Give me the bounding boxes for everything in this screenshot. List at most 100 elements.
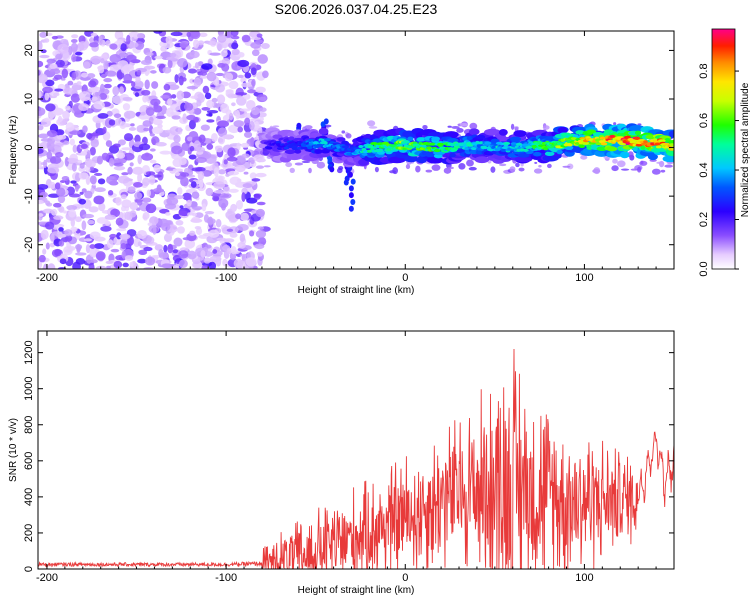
spectrogram-noise-blob xyxy=(227,147,236,158)
spectrogram-noise-blob xyxy=(217,34,227,43)
spectrogram-noise-blob xyxy=(251,78,256,87)
spectrogram-noise-blob xyxy=(61,68,69,79)
spectrogram-x-axis-title: Height of straight line (km) xyxy=(298,285,415,296)
spectrogram-noise-blob xyxy=(242,183,253,189)
spectrogram-noise-blob xyxy=(226,156,238,162)
spectrogram-noise-blob xyxy=(130,123,135,127)
spectrogram-noise-blob xyxy=(49,63,58,69)
spectrogram-noise-blob xyxy=(133,80,144,90)
spectrogram-ridge-blob xyxy=(341,145,350,149)
spectrogram-scatter-blob xyxy=(341,130,346,134)
spectrogram-ridge-blob xyxy=(276,146,283,151)
spectrogram-noise-blob xyxy=(170,103,181,111)
spectrogram-noise-blob xyxy=(249,172,257,180)
spectrogram-y-tick-label: 10 xyxy=(23,93,35,105)
spectrogram-noise-blob xyxy=(137,258,147,264)
spectrogram-noise-blob xyxy=(79,162,85,169)
spectrogram-ridge-blob xyxy=(358,145,364,149)
spectrogram-noise-blob xyxy=(174,74,179,83)
spectrogram-noise-blob xyxy=(45,242,50,250)
spectrogram-noise-blob xyxy=(206,138,212,144)
spectrogram-noise-blob xyxy=(64,229,73,237)
spectrogram-scatter-blob xyxy=(272,125,280,128)
spectrogram-noise-blob xyxy=(116,228,127,232)
spectrogram-noise-blob xyxy=(197,40,205,46)
spectrogram-noise-blob xyxy=(71,71,77,81)
spectrogram-noise-blob xyxy=(78,91,91,102)
spectrogram-noise-blob xyxy=(38,133,49,139)
spectrogram-noise-blob xyxy=(54,249,62,257)
spectrogram-noise-blob xyxy=(175,220,184,226)
spectrogram-noise-blob xyxy=(159,150,172,155)
spectrogram-noise-blob xyxy=(38,60,44,68)
snr-y-axis-title: SNR (10 * v/v) xyxy=(8,418,19,482)
spectrogram-y-axis-title: Frequency (Hz) xyxy=(8,116,19,185)
spectrogram-scatter-blob xyxy=(613,122,617,126)
spectrogram-x-tick-label: -200 xyxy=(36,272,58,284)
spectrogram-noise-blob xyxy=(38,40,43,51)
spectrogram-noise-blob xyxy=(170,111,182,116)
spectrogram-noise-blob xyxy=(213,189,226,194)
spectrogram-noise-blob xyxy=(241,82,252,88)
spectrogram-noise-blob xyxy=(179,41,189,48)
spectrogram-noise-blob xyxy=(103,60,109,70)
spectrogram-noise-blob xyxy=(70,180,77,184)
spectrogram-noise-blob xyxy=(43,38,50,43)
spectrogram-noise-blob xyxy=(230,31,239,37)
spectrogram-ridge-blob xyxy=(426,156,444,164)
spectrogram-noise-blob xyxy=(112,86,120,96)
spectrogram-ridge-blob xyxy=(468,128,480,136)
spectrogram-ridge-blob xyxy=(425,146,433,150)
spectrogram-ridge-blob xyxy=(515,142,523,146)
spectrogram-noise-blob xyxy=(239,233,246,243)
spectrogram-noise-blob xyxy=(172,168,184,172)
spectrogram-noise-blob xyxy=(144,79,150,90)
spectrogram-noise-blob xyxy=(186,85,199,90)
spectrogram-noise-blob xyxy=(71,38,78,43)
spectrogram-scatter-blob xyxy=(431,164,441,171)
spectrogram-noise-blob xyxy=(172,249,179,254)
spectrogram-noise-blob xyxy=(67,158,79,163)
spectrogram-noise-blob xyxy=(113,158,124,162)
spectrogram-noise-blob xyxy=(140,59,153,65)
spectrogram-scatter-blob xyxy=(538,164,542,168)
spectrogram-noise-blob xyxy=(245,99,256,110)
spectrogram-scatter-blob xyxy=(415,165,421,173)
spectrogram-scatter-blob xyxy=(533,168,543,174)
spectrogram-noise-blob xyxy=(254,121,260,131)
spectrogram-noise-blob xyxy=(141,152,154,161)
spectrogram-noise-blob xyxy=(58,227,64,232)
spectrogram-noise-blob xyxy=(119,121,127,130)
spectrogram-noise-blob xyxy=(190,95,199,99)
spectrogram-scatter-blob xyxy=(499,163,507,167)
colorbar-ticks: 0.0 0.2 0.4 0.6 0.8 xyxy=(698,63,739,277)
spectrogram-noise-blob xyxy=(49,181,56,190)
spectrogram-noise-blob xyxy=(167,243,174,254)
spectrogram-ridge-blob xyxy=(596,146,608,152)
spectrogram-noise-blob xyxy=(131,81,136,88)
spectrogram-noise-blob xyxy=(212,249,218,254)
spectrogram-noise-blob xyxy=(128,127,137,131)
spectrogram-noise-blob xyxy=(123,110,136,119)
spectrogram-noise-blob xyxy=(186,31,192,38)
spectrogram-ridge-blob xyxy=(431,136,441,142)
spectrogram-noise-blob xyxy=(215,145,224,153)
spectrogram-noise-blob xyxy=(49,68,61,75)
spectrogram-noise-blob xyxy=(135,76,141,83)
spectrogram-noise-blob xyxy=(251,178,261,182)
spectrogram-ridge-blob xyxy=(404,140,409,144)
spectrogram-noise-blob xyxy=(260,42,270,49)
snr-y-tick-label: 200 xyxy=(23,524,35,542)
spectrogram-noise-blob xyxy=(219,192,232,199)
spectrogram-frame xyxy=(37,30,675,270)
spectrogram-noise-blob xyxy=(186,199,192,207)
spectrogram-noise-blob xyxy=(137,241,142,247)
snr-y-tick-label: 600 xyxy=(23,452,35,470)
spectrogram-scatter-blob xyxy=(389,170,397,174)
spectrogram-noise-blob xyxy=(203,257,211,264)
spectrogram-noise-blob xyxy=(201,264,209,269)
spectrogram-noise-blob xyxy=(194,62,199,69)
spectrogram-noise-blob xyxy=(170,31,183,37)
spectrogram-noise-blob xyxy=(229,176,241,185)
